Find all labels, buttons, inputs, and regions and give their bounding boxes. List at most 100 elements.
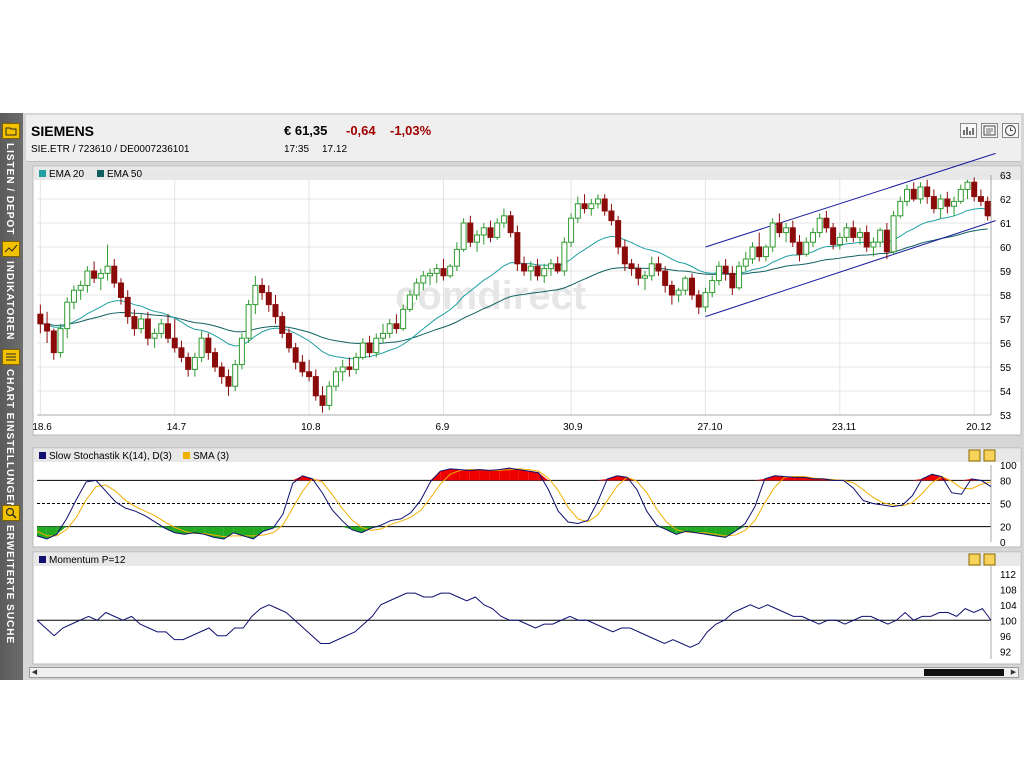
oversold-fill — [214, 526, 224, 539]
scroll-left-arrow-icon[interactable]: ◀ — [31, 669, 38, 676]
candle-body — [883, 229, 890, 253]
candle-body — [957, 188, 964, 202]
ema-50-legend-swatch — [97, 170, 104, 177]
oversold-fill — [56, 526, 67, 535]
trend-channel-lower — [705, 220, 996, 318]
chart-scrollbar[interactable]: ◀ ▶ — [29, 667, 1019, 678]
momentum-axis-tick: 108 — [1000, 585, 1017, 596]
sidebar-item-chart-einstellungen[interactable]: CHART EINSTELLUNGEN — [0, 347, 23, 510]
news-button[interactable] — [981, 123, 998, 138]
price-axis-tick: 54 — [1000, 387, 1012, 398]
candle-body — [742, 258, 749, 267]
candle-body — [292, 347, 299, 363]
candle-body — [272, 304, 279, 318]
candle-body — [198, 337, 205, 358]
indicator-icon — [2, 241, 20, 257]
candle-body — [467, 222, 474, 243]
candle-body — [433, 268, 440, 274]
candle-body — [910, 188, 917, 200]
momentum-legend-label: Momentum P=12 — [49, 555, 126, 566]
momentum-close-button[interactable] — [983, 553, 996, 566]
candle-body — [124, 296, 131, 318]
candle-body — [406, 294, 413, 310]
scroll-right-arrow-icon[interactable]: ▶ — [1010, 669, 1017, 676]
candle-body — [783, 227, 790, 234]
candle-body — [836, 236, 843, 246]
candle-body — [238, 337, 245, 366]
ema-20-line — [40, 207, 988, 360]
stochastic-legend-swatch — [39, 452, 46, 459]
date-axis-tick: 27.10 — [697, 422, 722, 433]
candle-body — [709, 280, 716, 294]
candle-body — [453, 248, 460, 267]
candle-body — [131, 316, 138, 330]
candle-body — [447, 265, 454, 277]
overbought-fill — [499, 468, 510, 481]
bar-chart-button[interactable] — [960, 123, 977, 138]
candle-body — [299, 361, 306, 373]
candle-body — [904, 188, 911, 202]
overbought-fill — [754, 478, 765, 481]
candle-body — [554, 263, 561, 272]
candle-body — [440, 268, 447, 277]
news-icon — [983, 125, 996, 136]
sidebar-item-label: LISTEN / DEPOT — [4, 143, 15, 236]
stochastic-settings-button[interactable] — [968, 449, 981, 462]
candle-body — [84, 270, 91, 286]
candle-body — [400, 308, 407, 330]
candle-body — [77, 284, 84, 291]
stochastic-axis-tick: 0 — [1000, 538, 1006, 549]
candle-body — [642, 275, 649, 279]
overbought-fill — [528, 471, 539, 481]
candle-body — [319, 395, 326, 406]
candle-body — [117, 282, 124, 298]
candle-body — [500, 215, 507, 224]
price-change: -0,64 — [346, 123, 376, 138]
candle-body — [789, 227, 796, 243]
momentum-axis-tick: 104 — [1000, 601, 1017, 612]
clock-button[interactable] — [1002, 123, 1019, 138]
price-axis-tick: 57 — [1000, 315, 1012, 326]
candle-body — [574, 203, 581, 219]
candle-body — [769, 222, 776, 248]
candle-body — [332, 371, 339, 387]
overbought-fill — [538, 472, 549, 481]
scroll-thumb[interactable] — [924, 669, 1004, 676]
quote-time: 17:35 — [284, 144, 310, 155]
candle-body — [514, 232, 521, 265]
candle-body — [373, 337, 380, 354]
sidebar-item-indikatoren[interactable]: INDIKATOREN — [0, 239, 23, 341]
candle-body — [191, 356, 198, 370]
stock-name: SIEMENS — [31, 123, 95, 139]
stochastic-axis-tick: 50 — [1000, 500, 1012, 511]
overbought-fill — [794, 477, 805, 481]
price-axis-tick: 58 — [1000, 291, 1012, 302]
candle-body — [897, 200, 904, 217]
sidebar-item-listen-depot[interactable]: LISTEN / DEPOT — [0, 121, 23, 241]
candle-body — [420, 275, 427, 284]
candle-body — [608, 210, 615, 222]
candle-body — [359, 342, 366, 358]
candle-body — [91, 270, 98, 279]
candle-body — [547, 263, 554, 270]
candle-body — [366, 342, 373, 354]
candle-body — [353, 356, 360, 370]
candle-body — [534, 265, 541, 277]
overbought-fill — [912, 478, 923, 481]
candle-body — [655, 263, 662, 272]
candle-body — [541, 268, 548, 277]
oversold-fill — [223, 526, 234, 539]
candle-body — [971, 181, 978, 198]
overbought-fill — [459, 469, 470, 481]
sidebar-item-erweiterte-suche[interactable]: ERWEITERTE SUCHE — [0, 503, 23, 644]
momentum-panel-titlebar — [34, 553, 1020, 566]
date-axis-tick: 10.8 — [301, 422, 321, 433]
candle-body — [668, 284, 675, 296]
oversold-fill — [37, 526, 47, 539]
candle-body — [628, 263, 635, 270]
candle-body — [937, 198, 944, 210]
stochastic-close-button[interactable] — [983, 449, 996, 462]
candle-body — [259, 284, 266, 294]
momentum-settings-button[interactable] — [968, 553, 981, 566]
main-panel: SIEMENS SIE.ETR / 723610 / DE0007236101 … — [23, 113, 1024, 680]
